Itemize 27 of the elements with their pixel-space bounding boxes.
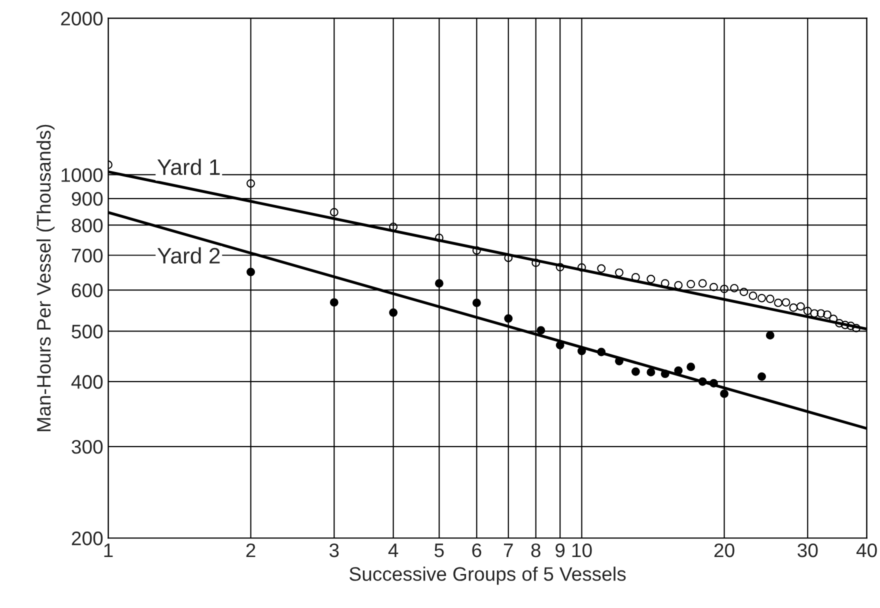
y-tick-label: 300 [72,440,103,454]
x-tick-label: 9 [556,543,565,558]
series-label: Yard 1 [157,158,220,176]
series-label: Yard 2 [157,247,220,264]
y-tick-label: 2000 [61,12,103,26]
x-tick-label: 4 [388,544,398,558]
y-tick-label: 800 [72,218,103,232]
y-tick-label: 400 [71,375,103,389]
y-tick-label: 500 [72,324,103,338]
x-tick-label: 3 [329,543,339,558]
y-tick-label: 200 [72,532,103,546]
x-tick-label: 5 [434,544,444,558]
x-tick-label: 8 [531,543,540,558]
y-tick-label: 900 [72,192,103,206]
x-tick-label: 7 [504,544,513,558]
y-axis-title: Man-Hours Per Vessel (Thousands) [36,124,55,432]
x-tick-label: 1 [104,544,113,558]
x-tick-label: 6 [472,543,482,558]
x-tick-label: 20 [714,543,734,558]
y-tick-label: 700 [72,248,103,262]
x-tick-label: 30 [798,543,818,558]
x-tick-label: 40 [856,543,877,558]
x-tick-label: 10 [572,543,592,558]
y-tick-label: 1000 [62,168,103,182]
x-tick-label: 2 [246,543,256,558]
y-tick-label: 600 [72,284,103,298]
x-axis-title: Successive Groups of 5 Vessels [350,566,626,585]
